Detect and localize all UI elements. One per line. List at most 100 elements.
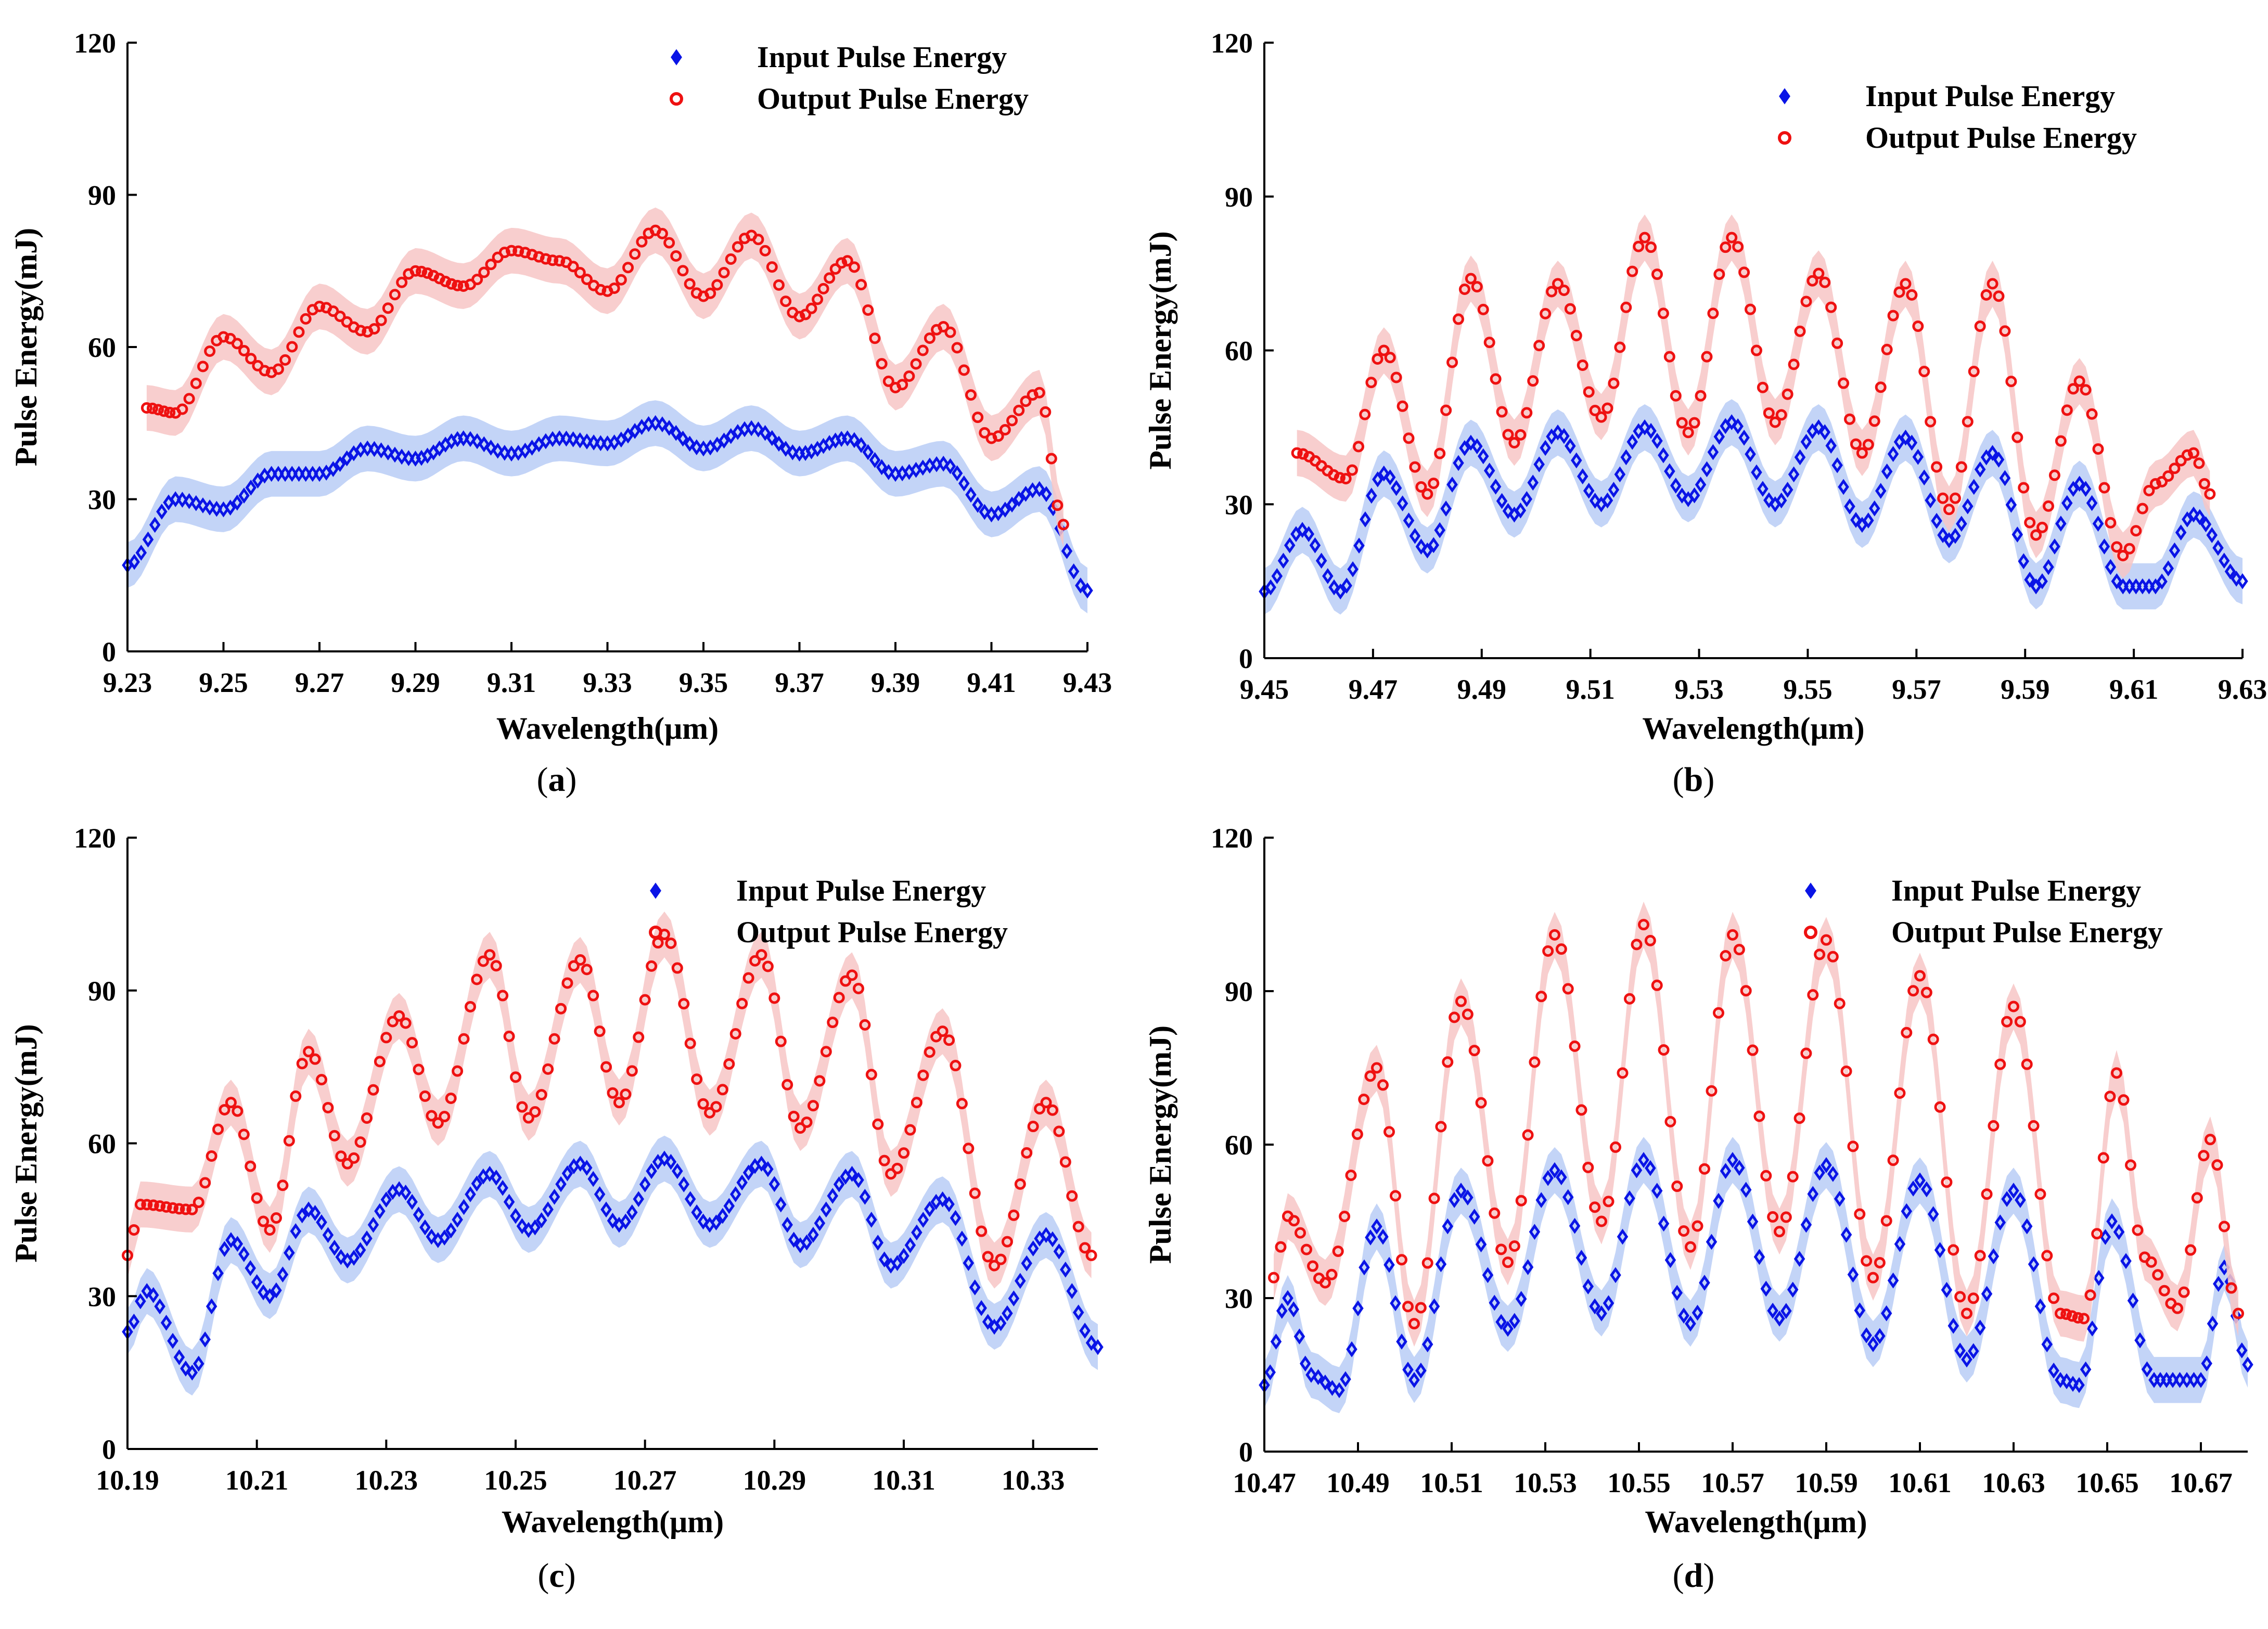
input-point (1409, 528, 1421, 544)
input-point (465, 431, 476, 447)
input-point (659, 1150, 670, 1167)
output-point (1782, 388, 1793, 400)
input-point (135, 545, 147, 561)
input-point (781, 1216, 793, 1233)
output-point (1453, 313, 1465, 325)
output-point (788, 1110, 800, 1122)
input-point (382, 444, 394, 460)
input-point (950, 1210, 962, 1226)
output-point (1893, 286, 1905, 298)
input-point (1999, 470, 2011, 486)
output-point (982, 1251, 994, 1263)
input-point (938, 455, 950, 472)
input-point (1626, 433, 1638, 450)
output-series-a (140, 224, 1069, 531)
output-point (2105, 517, 2117, 529)
output-point (677, 265, 689, 277)
output-point (1521, 407, 1533, 419)
output-point (354, 1136, 366, 1148)
output-point (1372, 353, 1383, 365)
output-point (910, 358, 922, 370)
output-point (723, 1058, 735, 1070)
input-point (232, 1236, 244, 1252)
input-point (156, 504, 168, 520)
output-point (1079, 1242, 1091, 1254)
input-point (1079, 1323, 1091, 1339)
output-point (1057, 519, 1069, 531)
output-point (2175, 455, 2187, 467)
input-point (183, 493, 195, 509)
output-point (1542, 945, 1554, 957)
output-point (2205, 1134, 2216, 1146)
output-point (1377, 1079, 1389, 1091)
input-point (1521, 491, 1533, 507)
input-point (1041, 486, 1052, 503)
output-point (780, 296, 792, 307)
output-point (259, 365, 271, 377)
output-point (416, 265, 428, 277)
output-point (995, 1253, 1007, 1265)
output-point (917, 344, 929, 356)
output-point (629, 248, 641, 260)
y-axis-title: Pulse Energy(mJ) (9, 228, 43, 466)
input-point (1767, 1302, 1778, 1319)
input-point (663, 420, 675, 436)
input-point (2174, 1371, 2186, 1388)
y-tick-label: 60 (1225, 336, 1253, 367)
input-point (1435, 1256, 1447, 1273)
y-tick-label: 90 (88, 180, 116, 211)
output-point (2028, 1120, 2040, 1132)
input-point (362, 440, 374, 457)
y-tick-label: 120 (74, 823, 116, 854)
output-point (375, 314, 387, 326)
output-point (217, 331, 229, 343)
input-point (1780, 1303, 1792, 1319)
output-point (160, 1201, 172, 1213)
x-tick-label: 9.47 (1349, 674, 1398, 705)
input-point (965, 486, 977, 503)
output-point (1040, 1097, 1052, 1109)
output-point (542, 1063, 554, 1075)
output-point (1713, 268, 1725, 280)
output-point (1862, 439, 1874, 451)
input-point (2113, 1224, 2125, 1240)
output-point (697, 1098, 709, 1110)
input-point (2092, 516, 2104, 532)
output-point (972, 412, 984, 424)
input-point (1502, 503, 1514, 519)
input-point (1468, 1209, 1480, 1225)
output-point (801, 1116, 813, 1128)
output-point (976, 1225, 988, 1237)
legend-input-label: Input Pulse Energy (757, 40, 1007, 74)
input-point (587, 1171, 599, 1187)
x-tick-label: 9.35 (679, 667, 728, 698)
output-point (1326, 1268, 1338, 1280)
input-point (1489, 1294, 1501, 1311)
input-point (588, 434, 599, 451)
output-point (1639, 232, 1651, 243)
input-point (1453, 455, 1464, 471)
input-point (1008, 1290, 1020, 1306)
output-point (704, 287, 716, 299)
output-point (1868, 415, 1880, 427)
output-point (1596, 1215, 1607, 1227)
y-tick-label: 90 (1225, 182, 1253, 213)
input-point (1918, 469, 1930, 486)
output-point (574, 266, 586, 278)
output-point (314, 301, 325, 312)
input-point (1620, 449, 1632, 466)
input-point (548, 1188, 560, 1205)
output-point (361, 1112, 373, 1124)
input-point (1861, 1327, 1872, 1343)
input-point (1906, 434, 1918, 451)
output-point (1825, 301, 1837, 313)
input-point (2073, 476, 2085, 492)
input-point (1934, 1242, 1946, 1258)
input-point (2041, 1336, 2053, 1353)
input-point (1000, 502, 1011, 518)
input-point (186, 1364, 198, 1381)
input-point (1377, 1228, 1389, 1245)
input-point (2156, 573, 2168, 590)
input-point (1947, 1317, 1959, 1334)
